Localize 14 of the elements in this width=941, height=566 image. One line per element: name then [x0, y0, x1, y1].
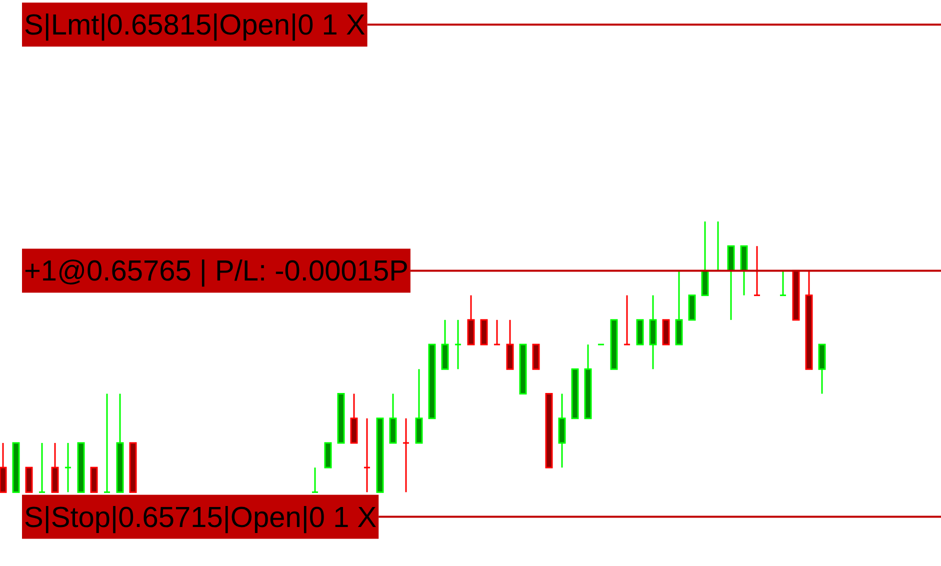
candlestick	[103, 392, 111, 493]
candlestick	[64, 442, 72, 493]
candlestick	[779, 270, 787, 296]
candlestick	[753, 245, 761, 296]
candlestick	[363, 418, 371, 493]
candlestick	[623, 294, 631, 346]
candlestick	[311, 466, 319, 493]
candlestick	[38, 442, 46, 493]
candlestick	[402, 418, 410, 493]
ref-line-label: S|Stop|0.65715|Open|0 1 X	[24, 502, 377, 534]
candlestick	[454, 319, 462, 370]
ref-line-label: +1@0.65765 | P/L: -0.00015P	[24, 256, 408, 288]
ref-line-label: S|Lmt|0.65815|Open|0 1 X	[24, 10, 366, 42]
candlestick	[493, 319, 501, 346]
